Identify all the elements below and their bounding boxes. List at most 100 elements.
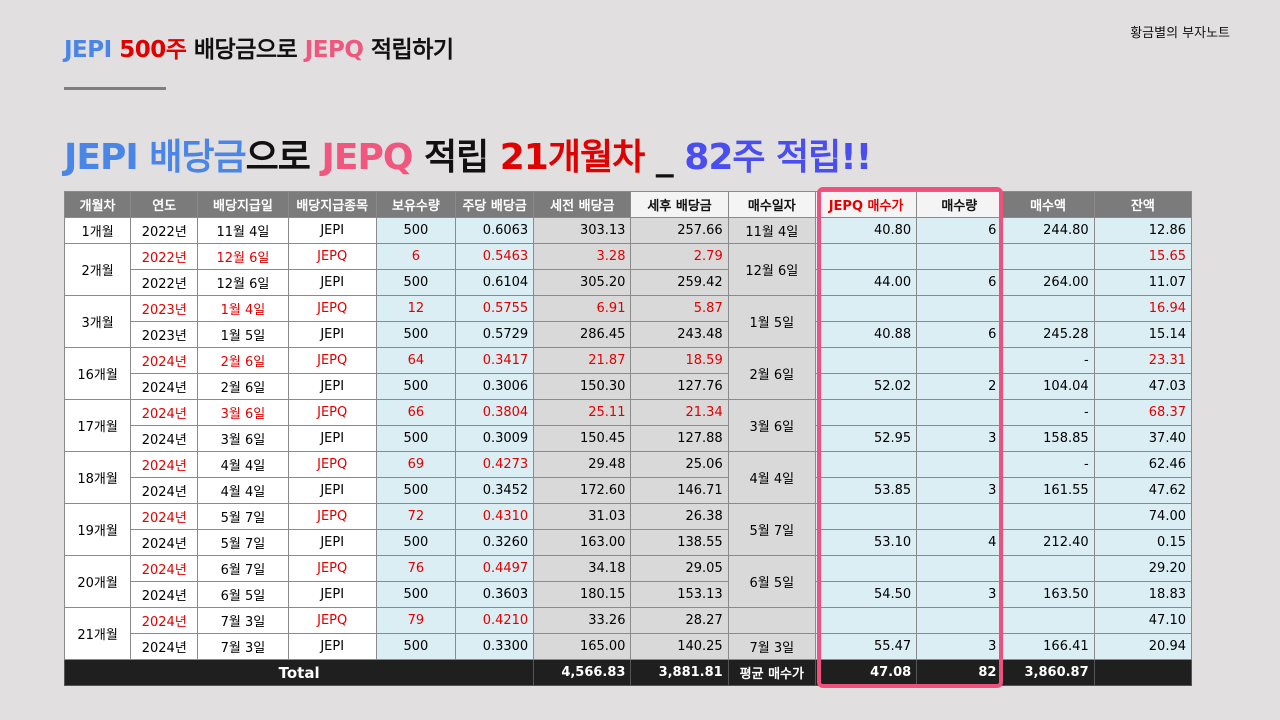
dps-cell: 0.6063 [455, 217, 535, 244]
top-title-segment: 적립하기 [363, 37, 454, 63]
qty-cell: 4 [916, 529, 1003, 556]
table-row: 2024년 3월 6일 JEPI 500 0.3009 150.45 127.88 52.95… [65, 425, 1193, 452]
amount-cell: - [1001, 347, 1095, 374]
amount-cell: 166.41 [1001, 633, 1095, 660]
dps-cell: 0.3417 [455, 347, 535, 374]
amount-cell [1001, 295, 1095, 322]
amount-cell [1001, 555, 1095, 582]
balance-cell: 15.65 [1093, 243, 1193, 270]
year-cell: 2022년 [130, 243, 199, 270]
ticker-cell: JEPQ [287, 347, 377, 374]
month-cell: 16개월 [63, 347, 132, 400]
amount-cell: 163.50 [1001, 581, 1095, 608]
column-header: 잔액 [1093, 191, 1193, 218]
pay-date-cell: 6월 5일 [197, 581, 289, 608]
pretax-cell: 150.45 [533, 425, 632, 452]
posttax-cell: 138.55 [630, 529, 729, 556]
amount-cell: 161.55 [1001, 477, 1095, 504]
qty-cell [916, 347, 1003, 374]
posttax-cell: 127.88 [630, 425, 729, 452]
amount-cell [1001, 503, 1095, 530]
pretax-cell: 180.15 [533, 581, 632, 608]
ticker-cell: JEPQ [287, 503, 377, 530]
pay-date-cell: 3월 6일 [197, 425, 289, 452]
ticker-cell: JEPI [287, 321, 377, 348]
amount-cell: 245.28 [1001, 321, 1095, 348]
balance-cell: 74.00 [1093, 503, 1193, 530]
shares-cell: 64 [375, 347, 457, 374]
column-header: 세전 배당금 [533, 191, 632, 218]
month-cell: 18개월 [63, 451, 132, 504]
year-cell: 2024년 [130, 633, 199, 660]
title-divider [64, 87, 166, 90]
column-header: 배당지급일 [197, 191, 289, 218]
table-row: 2023년 1월 5일 JEPI 500 0.5729 286.45 243.48 40.88… [65, 321, 1193, 348]
table-row: 2024년 4월 4일 JEPI 500 0.3452 172.60 146.71 53.85… [65, 477, 1193, 504]
pretax-cell: 150.30 [533, 373, 632, 400]
year-cell: 2024년 [130, 529, 199, 556]
shares-cell: 6 [375, 243, 457, 270]
amount-cell: 212.40 [1001, 529, 1095, 556]
amount-cell: - [1001, 399, 1095, 426]
pretax-cell: 286.45 [533, 321, 632, 348]
year-cell: 2024년 [130, 347, 199, 374]
shares-cell: 76 [375, 555, 457, 582]
year-cell: 2024년 [130, 607, 199, 634]
pretax-cell: 303.13 [533, 217, 632, 244]
jepq-price-cell: 52.02 [814, 373, 918, 400]
pretax-cell: 29.48 [533, 451, 632, 478]
qty-cell: 3 [916, 633, 1003, 660]
jepq-price-cell [814, 347, 918, 374]
balance-cell: 37.40 [1093, 425, 1193, 452]
pay-date-cell: 4월 4일 [197, 477, 289, 504]
column-header: 매수액 [1001, 191, 1095, 218]
shares-cell: 66 [375, 399, 457, 426]
ticker-cell: JEPI [287, 217, 377, 244]
posttax-cell: 26.38 [630, 503, 729, 530]
year-cell: 2024년 [130, 399, 199, 426]
slide-headline: JEPI 배당금으로 JEPQ 적립 21개월차 _ 82주 적립!! [64, 128, 872, 180]
total-posttax: 3,881.81 [630, 659, 729, 686]
table-row: 2024년 5월 7일 JEPI 500 0.3260 163.00 138.55 53.10… [65, 529, 1193, 556]
balance-cell: 0.15 [1093, 529, 1193, 556]
posttax-cell: 28.27 [630, 607, 729, 634]
table-row: 19개월 2024년 5월 7일 JEPQ 72 0.4310 31.03 26.38 5월 7… [63, 503, 1193, 556]
shares-cell: 500 [375, 581, 457, 608]
year-cell: 2022년 [130, 269, 199, 296]
top-title-segment: 500주 [111, 37, 187, 63]
month-cell: 19개월 [63, 503, 132, 556]
month-cell: 17개월 [63, 399, 132, 452]
qty-cell: 2 [916, 373, 1003, 400]
buy-date-cell: 5월 7일 [727, 503, 816, 556]
balance-cell: 20.94 [1093, 633, 1193, 660]
jepq-price-cell: 55.47 [814, 633, 918, 660]
dps-cell: 0.5729 [455, 321, 535, 348]
month-cell: 20개월 [63, 555, 132, 608]
ticker-cell: JEPQ [287, 399, 377, 426]
ticker-cell: JEPI [287, 633, 377, 660]
dps-cell: 0.4497 [455, 555, 535, 582]
posttax-cell: 140.25 [630, 633, 729, 660]
jepq-price-cell: 54.50 [814, 581, 918, 608]
table-header-row: 개월차 연도 배당지급일 배당지급종목 보유수량 주당 배당금 세전 배당금 세후 배당금 매수… [63, 191, 1193, 218]
dividend-table: 개월차 연도 배당지급일 배당지급종목 보유수량 주당 배당금 세전 배당금 세후 배당금 매수… [63, 191, 1193, 686]
dps-cell: 0.4210 [455, 607, 535, 634]
pretax-cell: 305.20 [533, 269, 632, 296]
slide-subtitle: JEPI 500주 배당금으로 JEPQ 적립하기 [64, 30, 454, 64]
buy-date-cell: 2월 6일 [727, 347, 816, 400]
amount-cell: 264.00 [1001, 269, 1095, 296]
jepq-price-cell: 40.80 [814, 217, 918, 244]
buy-date-cell: 6월 5일 [727, 555, 816, 608]
pay-date-cell: 7월 3일 [197, 633, 289, 660]
ticker-cell: JEPI [287, 425, 377, 452]
jepq-price-cell [814, 503, 918, 530]
shares-cell: 79 [375, 607, 457, 634]
dps-cell: 0.3009 [455, 425, 535, 452]
top-title-segment: JEPI [64, 37, 112, 63]
qty-cell: 6 [916, 269, 1003, 296]
headline-segment: 21개월차 [499, 137, 645, 178]
ticker-cell: JEPQ [287, 451, 377, 478]
balance-cell: 47.62 [1093, 477, 1193, 504]
pay-date-cell: 2월 6일 [197, 373, 289, 400]
dps-cell: 0.3452 [455, 477, 535, 504]
